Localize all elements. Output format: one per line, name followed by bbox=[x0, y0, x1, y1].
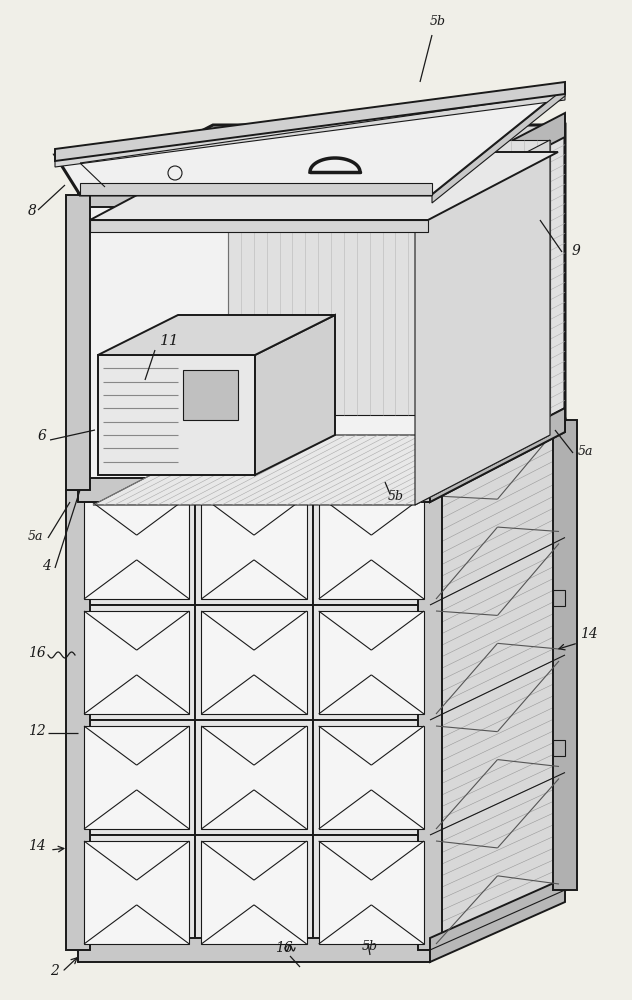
Polygon shape bbox=[84, 841, 190, 944]
Polygon shape bbox=[78, 195, 430, 490]
Polygon shape bbox=[430, 878, 565, 962]
Polygon shape bbox=[78, 125, 565, 195]
Text: 16: 16 bbox=[28, 646, 46, 660]
Polygon shape bbox=[55, 82, 565, 161]
Polygon shape bbox=[553, 590, 565, 606]
Text: 5b: 5b bbox=[362, 940, 378, 953]
Polygon shape bbox=[418, 490, 442, 950]
Text: 8: 8 bbox=[28, 204, 37, 218]
Polygon shape bbox=[202, 611, 307, 714]
Polygon shape bbox=[319, 726, 424, 829]
Polygon shape bbox=[84, 611, 190, 714]
Polygon shape bbox=[66, 490, 90, 950]
Text: 14: 14 bbox=[580, 627, 598, 641]
Polygon shape bbox=[78, 938, 430, 962]
Polygon shape bbox=[202, 841, 307, 944]
Text: 9: 9 bbox=[572, 244, 581, 258]
Polygon shape bbox=[78, 490, 430, 950]
Polygon shape bbox=[84, 726, 190, 829]
Polygon shape bbox=[319, 841, 424, 944]
Polygon shape bbox=[183, 370, 238, 420]
Polygon shape bbox=[553, 740, 565, 756]
Polygon shape bbox=[78, 478, 430, 502]
Polygon shape bbox=[98, 355, 255, 475]
Polygon shape bbox=[415, 140, 550, 505]
Polygon shape bbox=[313, 720, 430, 835]
Polygon shape bbox=[78, 183, 430, 207]
Text: 5b: 5b bbox=[388, 490, 404, 503]
Text: 5b: 5b bbox=[430, 15, 446, 28]
Polygon shape bbox=[78, 420, 565, 490]
Polygon shape bbox=[432, 88, 565, 203]
Polygon shape bbox=[430, 113, 565, 207]
Polygon shape bbox=[78, 605, 195, 720]
Text: 14: 14 bbox=[28, 839, 46, 853]
Text: 11: 11 bbox=[160, 334, 179, 348]
Polygon shape bbox=[228, 140, 550, 415]
Polygon shape bbox=[313, 835, 430, 950]
Text: 4: 4 bbox=[42, 559, 51, 573]
Polygon shape bbox=[313, 605, 430, 720]
Polygon shape bbox=[255, 315, 335, 475]
Polygon shape bbox=[202, 496, 307, 599]
Polygon shape bbox=[66, 195, 90, 490]
Polygon shape bbox=[430, 420, 565, 950]
Polygon shape bbox=[80, 183, 432, 195]
Polygon shape bbox=[195, 490, 313, 605]
Polygon shape bbox=[93, 435, 550, 505]
Polygon shape bbox=[78, 720, 195, 835]
Polygon shape bbox=[430, 408, 565, 502]
Polygon shape bbox=[418, 195, 442, 490]
Polygon shape bbox=[430, 408, 565, 502]
Polygon shape bbox=[313, 490, 430, 605]
Polygon shape bbox=[90, 220, 428, 232]
Text: 6: 6 bbox=[38, 429, 47, 443]
Text: 5a: 5a bbox=[28, 530, 44, 543]
Polygon shape bbox=[195, 835, 313, 950]
Polygon shape bbox=[78, 835, 195, 950]
Text: 2: 2 bbox=[50, 964, 59, 978]
Polygon shape bbox=[195, 720, 313, 835]
Polygon shape bbox=[90, 152, 558, 220]
Text: 16: 16 bbox=[275, 941, 293, 955]
Polygon shape bbox=[195, 605, 313, 720]
Polygon shape bbox=[319, 611, 424, 714]
Polygon shape bbox=[98, 315, 335, 355]
Polygon shape bbox=[55, 88, 565, 167]
Polygon shape bbox=[84, 496, 190, 599]
Polygon shape bbox=[55, 88, 565, 195]
Polygon shape bbox=[78, 490, 195, 605]
Polygon shape bbox=[319, 496, 424, 599]
Polygon shape bbox=[430, 125, 565, 490]
Polygon shape bbox=[553, 420, 577, 890]
Polygon shape bbox=[202, 726, 307, 829]
Text: 5a: 5a bbox=[578, 445, 593, 458]
Text: 12: 12 bbox=[28, 724, 46, 738]
